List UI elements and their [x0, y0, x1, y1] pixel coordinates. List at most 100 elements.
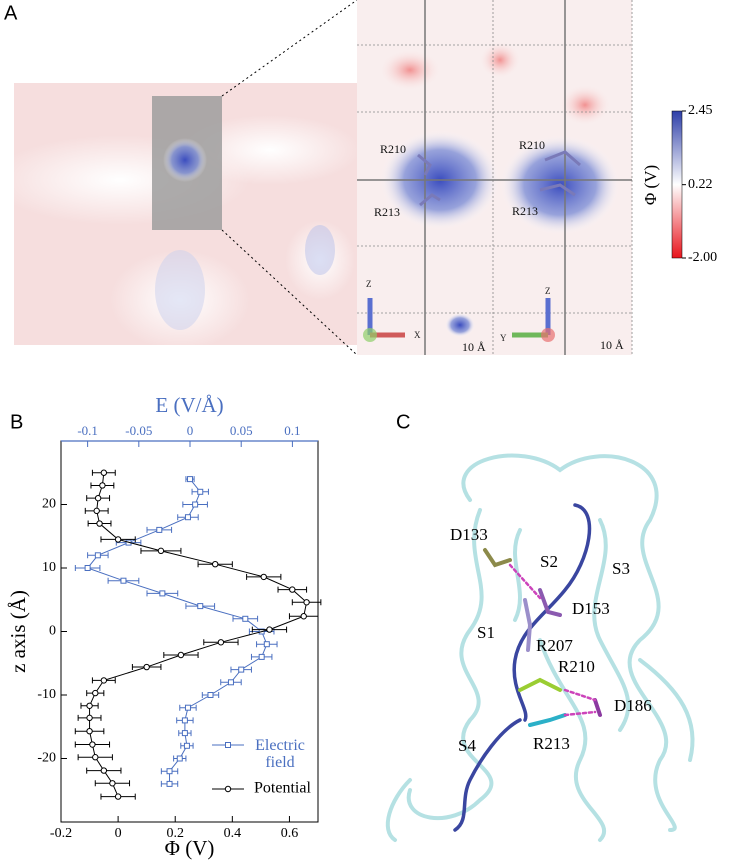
- data-point: [159, 590, 166, 597]
- y-axis-label: z axis (Å): [6, 590, 30, 673]
- data-point: [86, 727, 93, 735]
- data-point: [93, 507, 100, 515]
- data-point: [266, 626, 273, 633]
- data-point: [207, 692, 214, 698]
- data-point: [303, 599, 310, 606]
- zoom-map: R210 R213 R210 R213 Z X Y Z 10 Å 10 Å: [357, 0, 633, 355]
- data-point: [227, 679, 234, 686]
- data-point: [212, 560, 219, 568]
- structure-label: S3: [612, 559, 630, 578]
- data-point: [300, 613, 307, 620]
- scale-bar: 10 Å: [462, 340, 486, 354]
- x2-tick-label: -0.05: [125, 423, 152, 438]
- y-tick-label: 20: [42, 497, 56, 512]
- x2-tick-label: 0: [187, 423, 194, 438]
- x-tick-label: 0.4: [224, 826, 242, 841]
- x2-tick-label: 0.05: [230, 423, 253, 438]
- x-tick-label: 0.6: [281, 826, 299, 841]
- data-point: [187, 476, 194, 483]
- structure-label: S2: [540, 552, 558, 571]
- colorbar-label: Φ (V): [641, 165, 660, 205]
- data-point: [183, 742, 190, 749]
- x-tick-label: 0.2: [166, 826, 184, 841]
- x2-tick-label: -0.1: [77, 423, 98, 438]
- data-point: [96, 520, 103, 527]
- protein-structure: [385, 453, 695, 842]
- data-point: [114, 793, 122, 800]
- data-point: [92, 754, 99, 761]
- data-point: [177, 651, 185, 659]
- axis-letter: Z: [366, 279, 372, 289]
- data-point: [197, 488, 204, 495]
- x-tick-label: -0.2: [50, 826, 72, 841]
- legend-marker: [225, 742, 231, 748]
- legend-marker: [224, 785, 232, 793]
- potential-map: [0, 0, 360, 356]
- legend-label: Potential: [254, 780, 311, 797]
- data-point: [84, 565, 91, 571]
- data-point: [181, 730, 188, 737]
- axis-gizmo: [363, 298, 555, 342]
- axis-letter: Z: [545, 286, 551, 296]
- x-tick-label: 0: [115, 826, 122, 841]
- data-point: [156, 526, 163, 533]
- structure-label: R210: [558, 657, 595, 676]
- data-point: [176, 755, 183, 762]
- data-point: [184, 704, 191, 711]
- structure-labels: D133 S2 S3 D153 S1 R207 R210 D186 S4 R21…: [450, 525, 652, 755]
- structure-label: D153: [572, 599, 610, 618]
- data-point: [86, 714, 93, 722]
- x-axis-label: Φ (V): [165, 836, 215, 860]
- data-point: [114, 536, 122, 543]
- scale-bar: 10 Å: [600, 338, 624, 352]
- data-point: [100, 767, 108, 774]
- residue-label: R213: [512, 204, 538, 218]
- data-point: [100, 677, 108, 684]
- panel-label: C: [396, 411, 410, 433]
- data-point: [289, 586, 296, 593]
- data-point: [86, 702, 93, 709]
- data-point: [143, 663, 150, 671]
- data-point: [181, 717, 188, 724]
- data-point: [100, 469, 108, 476]
- data-point: [263, 641, 270, 648]
- data-point: [166, 780, 173, 787]
- data-point: [120, 577, 127, 584]
- data-point: [197, 603, 204, 610]
- data-point: [260, 573, 267, 581]
- structure-label: S4: [458, 736, 476, 755]
- residue-label: R210: [519, 138, 545, 152]
- data-point: [157, 547, 165, 555]
- data-point: [94, 494, 102, 502]
- panel-label: B: [10, 411, 23, 433]
- x2-tick-label: 0.1: [284, 423, 300, 438]
- data-point: [166, 768, 173, 775]
- data-point: [89, 741, 96, 748]
- colorbar-tick-label: -2.00: [688, 250, 717, 265]
- y-tick-label: 10: [42, 560, 56, 575]
- colorbar-tick-label: 2.45: [688, 103, 713, 118]
- structure-label: D133: [450, 525, 488, 544]
- data-point: [92, 689, 99, 697]
- data-point: [217, 639, 225, 646]
- x2-axis-label: E (V/Å): [155, 393, 223, 417]
- data-point: [184, 514, 191, 521]
- structure-label: S1: [477, 623, 495, 642]
- structure-label: R207: [536, 636, 573, 655]
- y-tick-label: -20: [37, 751, 56, 766]
- data-point: [99, 482, 106, 489]
- colorbar: Φ (V) 2.45 0.22 -2.00: [641, 103, 717, 265]
- axis-letter: Y: [500, 333, 507, 343]
- axis-letter: X: [414, 330, 421, 340]
- colorbar-tick-label: 0.22: [688, 177, 713, 192]
- data-point: [109, 780, 116, 787]
- data-point: [238, 666, 245, 673]
- data-point: [192, 501, 199, 508]
- structure-label: R213: [533, 734, 570, 753]
- legend-label: Electric field: [255, 737, 305, 771]
- data-point: [258, 653, 265, 660]
- chart: -0.2 0 0.2 0.4 0.6 -0.1 -0.05 0 0.05 0.1 -20 -10 0 10…: [6, 393, 322, 860]
- y-tick-label: -10: [37, 687, 56, 702]
